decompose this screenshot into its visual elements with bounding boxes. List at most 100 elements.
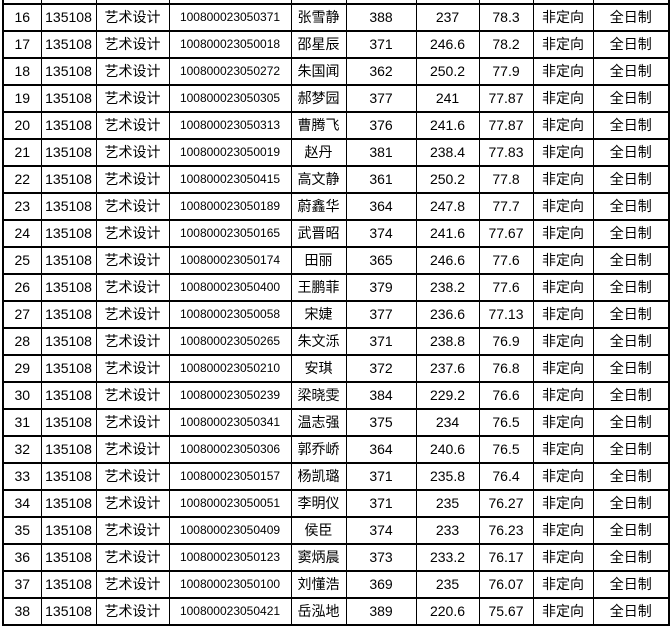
cell-candidate-name: 高文静	[290, 165, 347, 194]
cell-admission-category: 非定向	[532, 570, 594, 599]
table-row: 21 135108 艺术设计 100800023050019 赵丹 381 238.4 77.…	[2, 138, 670, 167]
cell-major-name: 艺术设计	[95, 246, 170, 275]
cell-initial-score: 362	[345, 57, 417, 86]
cell-composite-score: 76.5	[478, 435, 534, 464]
cell-candidate-name: 郝梦园	[290, 84, 347, 113]
cell-admission-category: 非定向	[532, 408, 594, 437]
cell-candidate-name: 邵星辰	[290, 30, 347, 59]
cell-initial-score: 361	[345, 165, 417, 194]
cell-study-mode: 全日制	[592, 300, 670, 329]
cell-initial-score: 376	[345, 111, 417, 140]
cell-initial-score: 374	[345, 219, 417, 248]
cell-composite-score: 77.7	[478, 192, 534, 221]
cell-initial-score: 371	[345, 327, 417, 356]
cell-study-mode: 全日制	[592, 57, 670, 86]
cell-major-name: 艺术设计	[95, 30, 170, 59]
cell-admission-category: 非定向	[532, 597, 594, 626]
cell-retest-score: 247.8	[415, 192, 480, 221]
cell-major-name: 艺术设计	[95, 543, 170, 572]
cell-row-number: 22	[2, 165, 42, 194]
cell-study-mode: 全日制	[592, 246, 670, 275]
cell-row-number: 33	[2, 462, 42, 491]
cell-study-mode: 全日制	[592, 219, 670, 248]
cell-study-mode: 全日制	[592, 516, 670, 545]
cell-admission-category: 非定向	[532, 516, 594, 545]
cell-study-mode: 全日制	[592, 354, 670, 383]
cell-major-name: 艺术设计	[95, 192, 170, 221]
cell-candidate-id: 100800023050421	[168, 597, 292, 626]
cell-initial-score: 369	[345, 570, 417, 599]
table-row: 29 135108 艺术设计 100800023050210 安琪 372 237.6 76.…	[2, 354, 670, 383]
cell-admission-category: 非定向	[532, 30, 594, 59]
cell-candidate-name: 曹腾飞	[290, 111, 347, 140]
table-row: 32 135108 艺术设计 100800023050306 郭乔峤 364 240.6 76…	[2, 435, 670, 464]
cell-major-code: 135108	[40, 30, 97, 59]
cell-row-number: 18	[2, 57, 42, 86]
cell-composite-score: 76.07	[478, 570, 534, 599]
cell-candidate-name: 田丽	[290, 246, 347, 275]
cell-major-code: 135108	[40, 408, 97, 437]
cell-study-mode: 全日制	[592, 597, 670, 626]
cell-admission-category: 非定向	[532, 489, 594, 518]
cell-admission-category: 非定向	[532, 273, 594, 302]
cell-initial-score: 371	[345, 30, 417, 59]
cell-candidate-id: 100800023050210	[168, 354, 292, 383]
table-row: 34 135108 艺术设计 100800023050051 李明仪 371 235 76.2…	[2, 489, 670, 518]
cell-candidate-name: 杨凯璐	[290, 462, 347, 491]
cell-initial-score: 374	[345, 516, 417, 545]
cell-initial-score: 377	[345, 84, 417, 113]
cell-major-name: 艺术设计	[95, 327, 170, 356]
cell-retest-score: 235.8	[415, 462, 480, 491]
cell-admission-category: 非定向	[532, 246, 594, 275]
cell-major-code: 135108	[40, 84, 97, 113]
cell-composite-score: 77.67	[478, 219, 534, 248]
cell-candidate-id: 100800023050415	[168, 165, 292, 194]
cell-initial-score: 381	[345, 138, 417, 167]
cell-candidate-name: 刘懂浩	[290, 570, 347, 599]
cell-candidate-name: 温志强	[290, 408, 347, 437]
cell-retest-score: 220.6	[415, 597, 480, 626]
cell-major-code: 135108	[40, 300, 97, 329]
cell-study-mode: 全日制	[592, 84, 670, 113]
cell-major-code: 135108	[40, 192, 97, 221]
cell-composite-score: 77.83	[478, 138, 534, 167]
cell-row-number: 16	[2, 3, 42, 32]
cell-candidate-name: 安琪	[290, 354, 347, 383]
cell-study-mode: 全日制	[592, 570, 670, 599]
cell-retest-score: 236.6	[415, 300, 480, 329]
cell-row-number: 23	[2, 192, 42, 221]
cell-initial-score: 365	[345, 246, 417, 275]
cell-retest-score: 235	[415, 489, 480, 518]
table-row: 19 135108 艺术设计 100800023050305 郝梦园 377 241 77.8…	[2, 84, 670, 113]
cell-row-number: 38	[2, 597, 42, 626]
cell-composite-score: 76.6	[478, 381, 534, 410]
cell-major-code: 135108	[40, 489, 97, 518]
cell-retest-score: 241.6	[415, 111, 480, 140]
cell-major-code: 135108	[40, 273, 97, 302]
cell-initial-score: 389	[345, 597, 417, 626]
table-row: 18 135108 艺术设计 100800023050272 朱国闻 362 250.2 77…	[2, 57, 670, 86]
cell-row-number: 29	[2, 354, 42, 383]
cell-retest-score: 237	[415, 3, 480, 32]
cell-admission-category: 非定向	[532, 543, 594, 572]
cell-study-mode: 全日制	[592, 165, 670, 194]
cell-initial-score: 377	[345, 300, 417, 329]
cell-major-code: 135108	[40, 597, 97, 626]
cell-candidate-name: 侯臣	[290, 516, 347, 545]
cell-retest-score: 246.6	[415, 246, 480, 275]
cell-row-number: 37	[2, 570, 42, 599]
cell-study-mode: 全日制	[592, 327, 670, 356]
cell-major-code: 135108	[40, 516, 97, 545]
cell-composite-score: 77.6	[478, 273, 534, 302]
cell-candidate-id: 100800023050400	[168, 273, 292, 302]
cell-major-name: 艺术设计	[95, 3, 170, 32]
cell-major-code: 135108	[40, 354, 97, 383]
cell-major-name: 艺术设计	[95, 138, 170, 167]
cell-row-number: 20	[2, 111, 42, 140]
cell-row-number: 21	[2, 138, 42, 167]
cell-initial-score: 379	[345, 273, 417, 302]
cell-candidate-id: 100800023050174	[168, 246, 292, 275]
